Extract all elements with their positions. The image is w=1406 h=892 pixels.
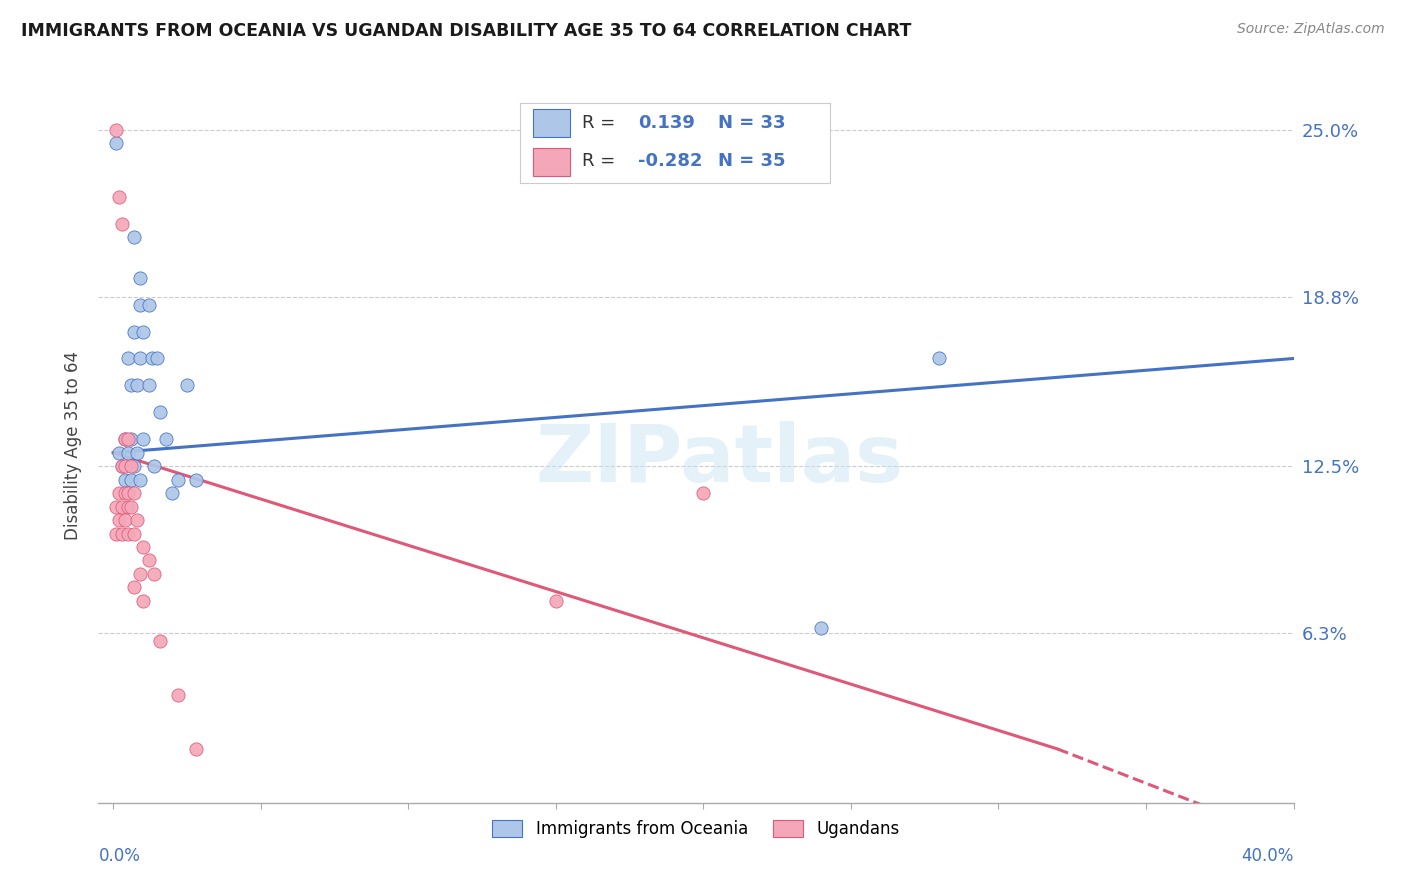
Point [117,526,139,541]
Point [122,526,145,541]
Text: IMMIGRANTS FROM OCEANIA VS UGANDAN DISABILITY AGE 35 TO 64 CORRELATION CHART: IMMIGRANTS FROM OCEANIA VS UGANDAN DISAB… [21,22,911,40]
Point [176,378,198,392]
Point [131,594,153,608]
Point [128,473,150,487]
Text: N = 35: N = 35 [718,153,786,170]
Point [108,513,131,527]
Point [111,459,134,474]
Point [122,486,145,500]
Point [122,580,145,594]
Point [160,486,183,500]
Point [114,473,136,487]
Point [131,432,153,446]
Y-axis label: Disability Age 35 to 64: Disability Age 35 to 64 [65,351,83,541]
Point [111,500,134,514]
Point [125,513,148,527]
Point [692,486,714,500]
Point [125,378,148,392]
Point [111,459,134,474]
Text: N = 33: N = 33 [718,113,786,132]
Point [117,432,139,446]
FancyBboxPatch shape [533,148,569,177]
Point [108,446,131,460]
Text: 0.139: 0.139 [638,113,695,132]
Point [108,190,131,204]
Point [141,351,163,366]
Point [117,486,139,500]
Point [131,540,153,554]
Point [810,621,832,635]
Point [117,500,139,514]
Point [114,513,136,527]
Text: 0.0%: 0.0% [98,847,141,865]
Point [128,566,150,581]
Point [125,446,148,460]
Text: Source: ZipAtlas.com: Source: ZipAtlas.com [1237,22,1385,37]
Legend: Immigrants from Oceania, Ugandans: Immigrants from Oceania, Ugandans [485,813,907,845]
Point [105,500,128,514]
Point [155,432,177,446]
Point [117,446,139,460]
Point [105,526,128,541]
Point [122,459,145,474]
Point [128,298,150,312]
Point [167,688,190,702]
FancyBboxPatch shape [533,109,569,137]
Point [138,553,160,567]
Point [122,230,145,244]
Point [184,473,207,487]
Point [114,432,136,446]
Point [146,351,169,366]
Point [120,378,142,392]
Point [122,325,145,339]
Point [128,351,150,366]
Point [149,634,172,648]
Point [120,432,142,446]
Point [149,405,172,419]
Point [184,742,207,756]
Text: -0.282: -0.282 [638,153,702,170]
Text: ZIPatlas: ZIPatlas [536,421,904,500]
Point [114,459,136,474]
Point [111,217,134,231]
Point [128,270,150,285]
Point [114,432,136,446]
Point [120,473,142,487]
Point [117,351,139,366]
Text: 40.0%: 40.0% [1241,847,1294,865]
Point [143,566,166,581]
Point [120,500,142,514]
Point [138,298,160,312]
Point [120,459,142,474]
Point [138,378,160,392]
Point [167,473,190,487]
Point [108,486,131,500]
Point [114,486,136,500]
Text: R =: R = [582,113,621,132]
Text: R =: R = [582,153,621,170]
Point [131,325,153,339]
Point [544,594,567,608]
Point [105,122,128,136]
Point [143,459,166,474]
Point [928,351,950,366]
Point [105,136,128,150]
Point [111,526,134,541]
